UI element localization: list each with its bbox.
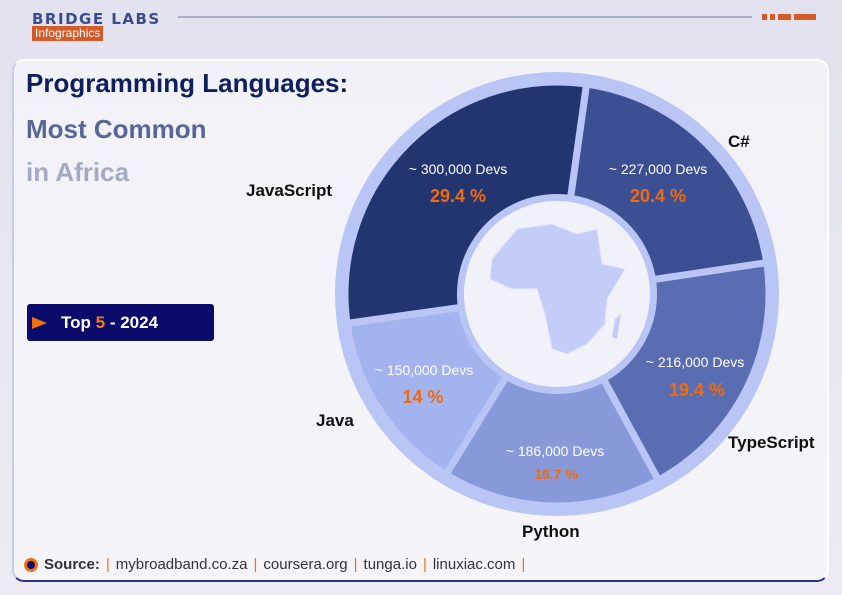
label-java: Java: [316, 411, 354, 430]
label-python: Python: [522, 522, 580, 541]
source-label: Source:: [44, 556, 100, 573]
devs-python: ~ 186,000 Devs: [505, 443, 605, 459]
badge-prefix: Top: [61, 312, 91, 332]
header-divider: [178, 16, 752, 18]
label-typescript: TypeScript: [728, 433, 815, 452]
madagascar-icon: [612, 314, 621, 339]
source-link[interactable]: tunga.io: [363, 556, 417, 573]
decoration: [794, 14, 816, 20]
pct-typescript: 19.4 %: [668, 380, 726, 400]
pct-csharp: 20.4 %: [629, 186, 687, 206]
decoration: [762, 14, 767, 20]
pct-python: 16.7 %: [534, 466, 578, 482]
source-line: Source: | mybroadband.co.za | coursera.org…: [24, 556, 525, 573]
top-badge: Top 5 - 2024: [27, 304, 214, 341]
title-line-1: Programming Languages:: [26, 68, 349, 98]
title-line-2: Most Common: [26, 114, 207, 144]
label-javascript: JavaScript: [246, 181, 332, 200]
badge-number: 5: [95, 312, 106, 332]
brand-subtitle: Infographics: [32, 26, 104, 41]
pct-java: 14 %: [402, 387, 444, 407]
title-line-3: in Africa: [26, 157, 130, 187]
decoration: [770, 14, 775, 20]
devs-java: ~ 150,000 Devs: [374, 362, 474, 378]
decoration: [778, 14, 791, 20]
source-link[interactable]: linuxiac.com: [432, 556, 516, 573]
devs-javascript: ~ 300,000 Devs: [408, 161, 508, 177]
source-link[interactable]: coursera.org: [263, 556, 348, 573]
bullet-icon: [24, 557, 38, 572]
devs-csharp: ~ 227,000 Devs: [608, 161, 708, 177]
brand-name: BRIDGE LABS: [32, 10, 161, 28]
source-link[interactable]: mybroadband.co.za: [115, 556, 248, 573]
label-csharp: C#: [728, 132, 750, 151]
pct-javascript: 29.4 %: [429, 186, 487, 206]
play-arrow-icon: [32, 316, 47, 329]
badge-suffix: - 2024: [109, 312, 159, 332]
devs-typescript: ~ 216,000 Devs: [645, 354, 745, 370]
africa-map-icon: [489, 223, 626, 355]
